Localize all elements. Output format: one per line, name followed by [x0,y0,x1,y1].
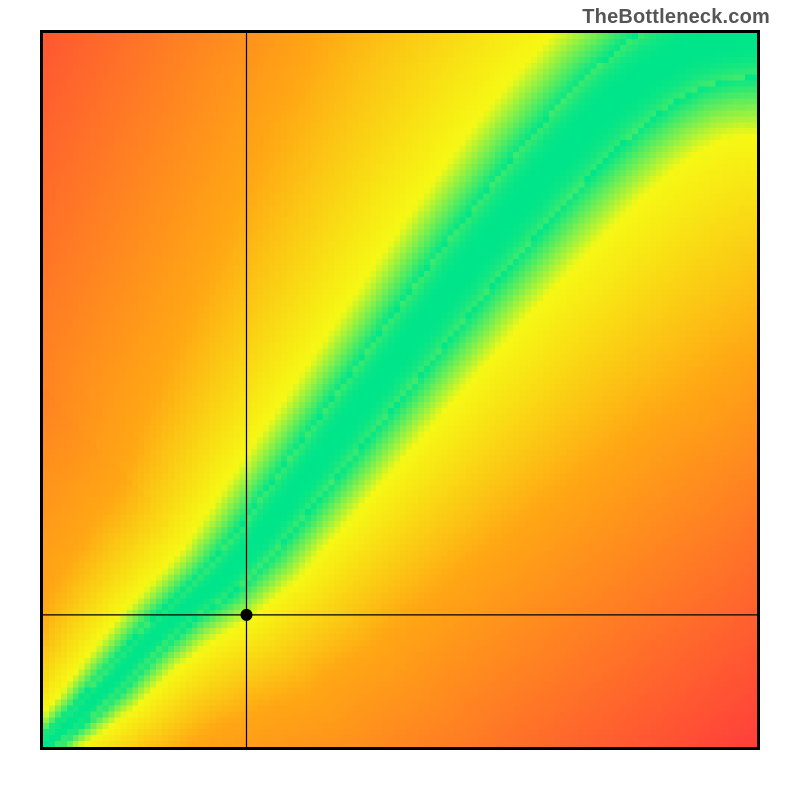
page-container: TheBottleneck.com [0,0,800,800]
watermark-text: TheBottleneck.com [582,6,770,29]
chart-area [40,30,760,750]
heatmap-canvas [43,33,757,747]
